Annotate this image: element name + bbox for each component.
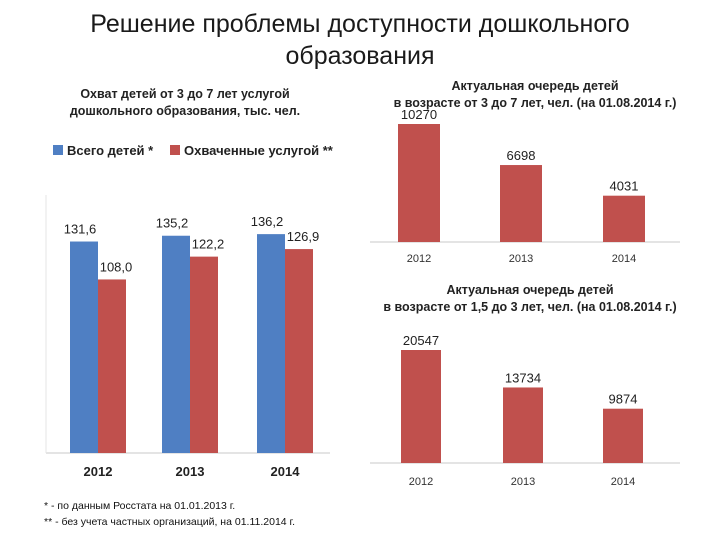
chart-2-x-tick: 2014 xyxy=(612,253,636,265)
chart-3-x-tick: 2014 xyxy=(611,476,635,488)
page-title-line-1: Решение проблемы доступности дошкольного xyxy=(90,10,630,38)
chart-2-x-tick: 2012 xyxy=(407,253,431,265)
footnote-1: * - по данным Росстата на 01.01.2013 г. xyxy=(44,500,236,512)
chart-1-title: Охват детей от 3 до 7 лет услугой дошкол… xyxy=(30,86,340,120)
chart-3-data-label: 20547 xyxy=(403,333,439,348)
chart-3-x-tick: 2013 xyxy=(511,476,535,488)
chart-1-title-line-2: дошкольного образования, тыс. чел. xyxy=(69,104,301,118)
chart-3-title: Актуальная очередь детей в возрасте от 1… xyxy=(345,282,715,316)
legend-label-total: Всего детей * xyxy=(67,143,154,158)
chart-1-data-label: 135,2 xyxy=(156,216,189,231)
chart-2-bar-2014 xyxy=(603,195,645,242)
chart-1-data-label: 131,6 xyxy=(64,222,97,237)
chart-2-data-label: 10270 xyxy=(401,107,437,122)
chart-3-bar-2012 xyxy=(401,350,441,463)
chart-1-x-tick: 2014 xyxy=(271,464,301,479)
chart-2-title-line-1: Актуальная очередь детей xyxy=(451,79,619,93)
footnote-2: ** - без учета частных организаций, на 0… xyxy=(44,516,296,528)
legend-label-covered: Охваченные услугой ** xyxy=(184,143,334,158)
chart-3-data-label: 9874 xyxy=(609,392,638,407)
chart-1-data-label: 108,0 xyxy=(100,259,133,274)
chart-1-data-label: 122,2 xyxy=(192,237,225,252)
chart-2-title: Актуальная очередь детей в возрасте от 3… xyxy=(355,78,715,112)
chart-3-x-tick: 2012 xyxy=(409,476,433,488)
chart-2-data-label: 4031 xyxy=(610,179,639,194)
chart-1-data-label: 126,9 xyxy=(287,229,320,244)
chart-2-x-tick: 2013 xyxy=(509,253,533,265)
chart-1-data-label: 136,2 xyxy=(251,214,284,229)
chart-1-bar-covered-2012 xyxy=(98,279,126,453)
chart-2-bar-2012 xyxy=(398,124,440,242)
chart-1-bar-total-2014 xyxy=(257,234,285,453)
page-title: Решение проблемы доступности дошкольного… xyxy=(0,8,720,72)
chart-3-title-line-2: в возрасте от 1,5 до 3 лет, чел. (на 01.… xyxy=(383,300,677,314)
chart-1-title-line-1: Охват детей от 3 до 7 лет услугой xyxy=(80,87,290,101)
chart-3-bar-2014 xyxy=(603,408,643,463)
chart-1-bar-covered-2014 xyxy=(285,249,313,453)
chart-1-bar-total-2013 xyxy=(162,235,190,453)
chart-2-data-label: 6698 xyxy=(507,148,536,163)
chart-1-x-tick: 2012 xyxy=(84,464,113,479)
chart-1-x-tick: 2013 xyxy=(176,464,205,479)
chart-1-bar-covered-2013 xyxy=(190,256,218,453)
chart-2-title-line-2: в возрасте от 3 до 7 лет, чел. (на 01.08… xyxy=(393,96,677,110)
chart-1-bar-total-2012 xyxy=(70,241,98,453)
chart-3-data-label: 13734 xyxy=(505,370,541,385)
legend-swatch-total xyxy=(53,145,63,155)
chart-2-bar-2013 xyxy=(500,165,542,242)
chart-3-bar-2013 xyxy=(503,387,543,463)
chart-3-title-line-1: Актуальная очередь детей xyxy=(446,283,614,297)
page-title-line-2: образования xyxy=(285,42,435,70)
legend-swatch-covered xyxy=(170,145,180,155)
